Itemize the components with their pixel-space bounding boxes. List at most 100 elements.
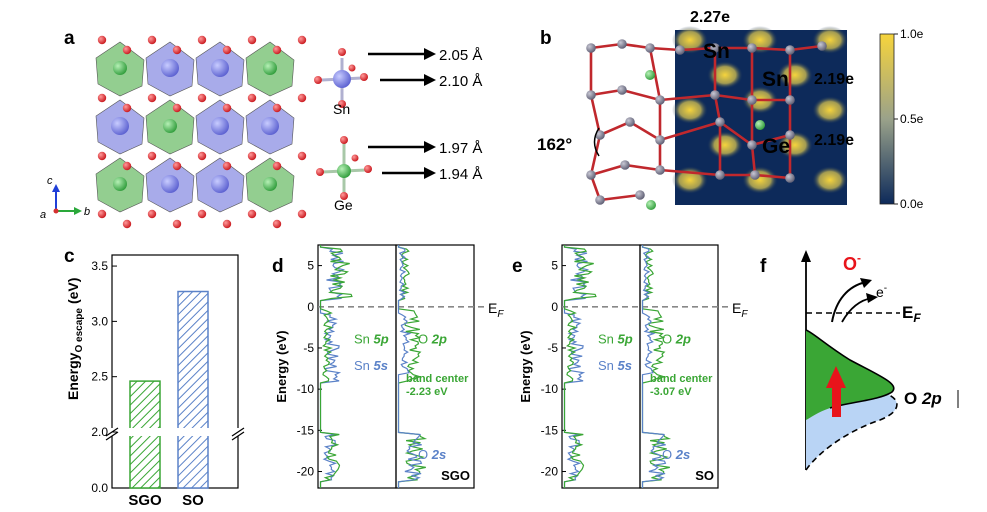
oxygen-atom [122,161,132,171]
sample-label: SO [695,468,714,483]
sn-atom [785,173,795,183]
o2s-label: O 2s [418,447,446,462]
cation-atom [263,61,277,75]
panel-e: e 5 0 -5 -10 -15 -20 Energy (eV) EF Sn 5p Sn 5s O … [512,244,748,489]
lattice-bond [590,163,626,177]
cation-atom [113,177,127,191]
category-label: SGO [128,492,162,509]
oxygen-atom [122,103,132,113]
sn-atom [655,95,665,105]
lattice-bond [719,120,753,147]
panel-c: c SGO SO 0.0 2.0 2.5 3.0 3.5 EnergyO escape(eV) [64,246,245,509]
density-blob [812,166,848,194]
y-tick-label: 3.0 [91,314,108,328]
y-tick-label: -5 [303,341,314,355]
atom-ge: Ge [762,135,790,158]
oxygen-atom [97,151,107,161]
density-blob [777,131,813,159]
y-axis-label: Energy (eV) [274,330,289,402]
oxygen-atom [147,151,157,161]
y-axis-label: Energy (eV) [518,330,533,402]
y-tick-label: -10 [541,382,559,396]
angle-arc [593,127,600,157]
atom-sn-2: Sn [762,68,789,91]
y-tick-label: 0.0 [91,481,108,495]
panel-label-b: b [540,28,552,49]
cation-atom [263,177,277,191]
y-tick-label: 0 [307,300,314,314]
sn-atom [747,95,757,105]
sn-atom [625,117,635,127]
cation-atom [161,175,179,193]
sn5s-label: Sn 5s [598,358,632,373]
sn-atom [655,135,665,145]
oxygen-atom [97,93,107,103]
oxygen-atom [97,209,107,219]
sn-atom [785,130,795,140]
lattice-structure [586,39,827,210]
oxygen-atom [222,103,232,113]
y-tick-label: 5 [307,259,314,273]
cation-atom [161,59,179,77]
category-label: SO [182,492,204,509]
lattice-bond [659,93,716,102]
density-blob [812,26,848,54]
oxygen-atom [297,35,307,45]
lattice-bond [590,88,623,97]
sn-atom [586,90,596,100]
oxygen-atom [172,45,182,55]
oxygen-atom [247,93,257,103]
cation-atom [111,117,129,135]
cation-atom [211,59,229,77]
oxygen-atom [147,93,157,103]
y-tick-label: -20 [297,465,315,479]
o-minus-label: O- [843,251,861,274]
y-tick-label: 2.0 [91,425,108,439]
charge-top: 2.27e [690,9,730,26]
sn-atom [710,90,720,100]
lattice-bond [789,44,823,52]
y-tick-label: -20 [541,465,559,479]
panel-b: b 162° 2.27e 2.19e 2.19e Sn Sn Ge 1.0e 0… [537,9,924,211]
band-center-value: -3.07 eV [650,386,692,398]
y-tick-label: 0 [551,300,558,314]
shift-arrow [832,385,841,417]
lattice-bond [589,134,602,176]
bar-chart-c: SGO SO 0.0 2.0 2.5 3.0 3.5 EnergyO escape(eV) [65,254,245,509]
bond-arrows: 2.05 Å 2.10 Å 1.97 Å 1.94 Å [368,47,482,183]
sn-label: Sn [333,101,350,117]
sn-atom [655,165,665,175]
dos-curve [641,245,672,488]
oxygen-atom [272,45,282,55]
oxygen-atom [272,161,282,171]
oxygen-atom [172,161,182,171]
oxygen-atom [272,103,282,113]
panel-label-a: a [64,28,75,49]
atom-sn-1: Sn [703,40,730,63]
sn-atom [595,130,605,140]
y-tick-label: 3.5 [91,259,108,273]
crystal-structure [95,35,307,229]
lattice-bond [599,120,631,137]
sn-atom [747,140,757,150]
density-blob [812,96,848,124]
charge-sn: 2.19e [814,71,854,88]
axis-c-label: c [47,175,53,187]
y-axis-label: EnergyO escape(eV) [65,278,85,400]
y-tick-label: 5 [551,259,558,273]
o2p-label: O 2p [662,332,691,347]
axis-b-label: b [84,206,90,218]
sn-atom [715,117,725,127]
sn-atom [785,45,795,55]
fermi-label: EF [488,300,504,320]
escape-arrow [831,281,867,323]
oxygen-atom [222,219,232,229]
colorbar [879,33,895,205]
oxygen-atom [222,161,232,171]
sn5p-label: Sn 5p [598,332,633,347]
sn-coordination: Sn [314,48,368,117]
right-frame [395,244,475,489]
sn-atom [785,95,795,105]
sn-atom [586,43,596,53]
lattice-bond [629,120,661,142]
